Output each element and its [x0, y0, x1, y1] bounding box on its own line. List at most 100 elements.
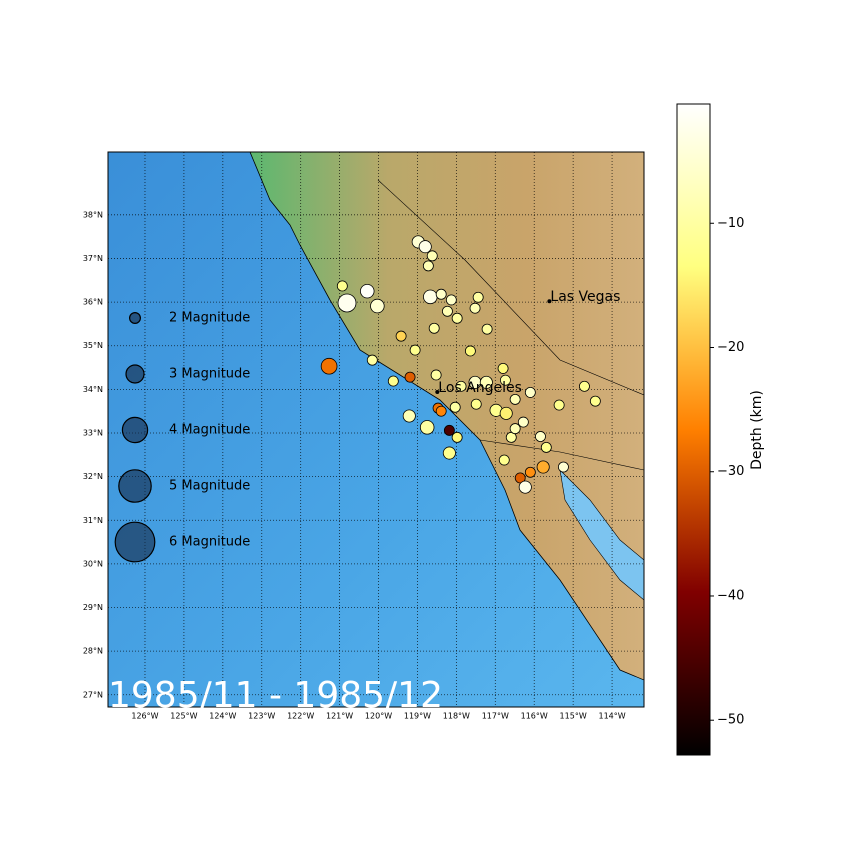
earthquake-marker	[387, 375, 399, 387]
map-frame	[107, 151, 645, 708]
y-tick-label: 35°N	[83, 341, 103, 350]
earthquake-marker	[464, 345, 476, 357]
earthquake-marker	[449, 401, 461, 413]
earthquake-marker	[589, 395, 601, 407]
colorbar-label: Depth (km)	[749, 390, 765, 470]
x-tick-label: 119°W	[404, 712, 431, 721]
earthquake-marker	[509, 423, 521, 435]
city-label: Las Vegas	[550, 289, 620, 305]
legend-label: 3 Magnitude	[169, 367, 250, 382]
colorbar: −10 −20 −30 −40 −50 Depth (km)	[676, 103, 765, 756]
earthquake-marker	[451, 431, 463, 443]
earthquake-marker	[518, 480, 532, 494]
earthquake-marker	[517, 416, 529, 428]
earthquake-marker	[422, 260, 434, 272]
colorbar-tick-label: −50	[717, 713, 744, 728]
earthquake-marker	[320, 357, 338, 375]
earthquake-marker	[430, 369, 442, 381]
earthquake-marker	[419, 420, 435, 435]
legend-label: 2 Magnitude	[169, 311, 250, 326]
earthquake-marker	[442, 446, 456, 460]
city-marker	[547, 299, 552, 304]
y-tick-label: 31°N	[83, 516, 103, 525]
earthquake-marker	[481, 323, 493, 335]
earthquake-marker	[395, 330, 407, 342]
legend-marker	[129, 312, 142, 325]
x-tick-label: 123°W	[248, 712, 275, 721]
earthquake-marker	[540, 441, 552, 453]
earthquake-marker	[469, 302, 481, 314]
y-tick-label: 34°N	[83, 385, 103, 394]
x-tick-label: 114°W	[598, 712, 625, 721]
y-tick-label: 37°N	[83, 254, 103, 263]
graticule: 126°W 125°W 124°W 123°W 122°W 121°W 120°W 119°W…	[83, 152, 644, 721]
earthquake-marker	[509, 393, 521, 405]
legend-label: 5 Magnitude	[169, 479, 250, 494]
colorbar-tick-label: −10	[717, 216, 744, 231]
x-tick-label: 120°W	[365, 712, 392, 721]
colorbar-tick-label: −20	[717, 340, 744, 355]
y-tick-label: 27°N	[83, 690, 103, 699]
earthquake-marker	[441, 305, 453, 317]
earthquake-marker	[514, 472, 526, 484]
earthquake-marker	[499, 374, 511, 386]
earthquake-marker	[497, 362, 509, 374]
colorbar-tick-label: −30	[717, 464, 744, 479]
earthquake-marker	[553, 399, 565, 411]
earthquake-marker	[536, 460, 550, 474]
earthquake-marker	[499, 406, 513, 420]
legend-marker	[114, 521, 156, 563]
y-tick-label: 33°N	[83, 428, 103, 437]
legend-marker	[121, 416, 149, 444]
y-tick-label: 28°N	[83, 647, 103, 656]
legend-marker	[125, 364, 145, 384]
earthquake-marker	[337, 293, 357, 313]
map-title: 1985/11 - 1985/12	[108, 675, 443, 716]
earthquake-marker	[443, 424, 455, 436]
earthquake-marker	[557, 461, 569, 473]
earthquake-marker	[428, 322, 440, 334]
x-tick-label: 125°W	[170, 712, 197, 721]
earthquake-marker	[409, 344, 421, 356]
colorbar-scale	[676, 103, 711, 756]
earthquake-marker	[470, 398, 482, 410]
y-tick-label: 30°N	[83, 559, 103, 568]
earthquake-marker	[426, 250, 438, 262]
earthquake-marker	[579, 380, 590, 392]
x-tick-label: 118°W	[443, 712, 470, 721]
y-tick-label: 32°N	[83, 472, 103, 481]
y-tick-label: 38°N	[83, 210, 103, 219]
earthquake-marker	[472, 291, 484, 303]
city-marker	[435, 389, 440, 394]
magnitude-legend: 2 Magnitude 3 Magnitude 4 Magnitude 5 Magni…	[114, 311, 250, 563]
earthquake-marker	[524, 386, 536, 398]
earthquake-marker	[435, 405, 447, 417]
colorbar-tick-label: −40	[717, 588, 744, 603]
x-tick-label: 116°W	[521, 712, 548, 721]
earthquake-marker	[451, 312, 463, 324]
earthquake-marker	[535, 431, 546, 442]
earthquake-marker	[524, 466, 536, 478]
legend-label: 6 Magnitude	[169, 535, 250, 550]
legend-label: 4 Magnitude	[169, 423, 250, 438]
y-tick-label: 29°N	[83, 603, 103, 612]
earthquake-marker	[360, 283, 375, 299]
x-tick-label: 115°W	[560, 712, 587, 721]
x-tick-label: 124°W	[209, 712, 236, 721]
x-tick-label: 126°W	[131, 712, 158, 721]
earthquake-marker	[445, 294, 457, 306]
x-tick-label: 122°W	[287, 712, 314, 721]
x-tick-label: 117°W	[482, 712, 509, 721]
earthquake-marker	[435, 288, 447, 300]
x-tick-label: 121°W	[326, 712, 353, 721]
earthquake-marker	[418, 240, 432, 254]
earthquake-marker	[366, 354, 378, 366]
city-label: Los Angeles	[438, 380, 522, 396]
y-tick-label: 36°N	[83, 298, 103, 307]
earthquake-marker	[479, 375, 493, 389]
earthquake-marker	[404, 371, 416, 383]
earthquake-marker	[336, 280, 348, 292]
earthquake-marker	[370, 298, 385, 314]
earthquake-marker	[423, 289, 438, 305]
